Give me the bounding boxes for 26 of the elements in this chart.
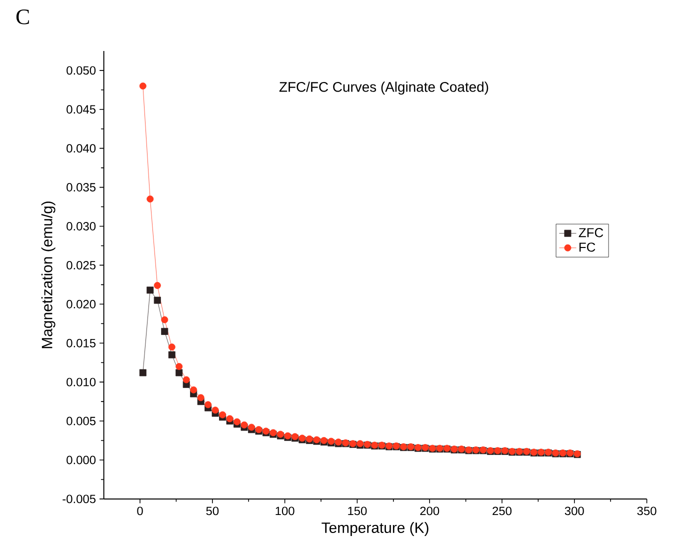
y-tick-label: 0.050 [66,66,96,75]
y-tick-label: 0.040 [66,144,96,152]
x-tick-label: 0 [137,506,143,516]
x-tick-label: 300 [564,506,584,516]
y-tick-label: 0.025 [66,260,96,270]
y-tick-label: 0.010 [66,378,96,386]
legend-label: FC [579,242,596,252]
y-tick-label: 0.000 [66,456,96,464]
y-axis-title: Magnetization (emu/g) [41,201,56,348]
text: C [16,9,29,24]
x-tick-label: 350 [637,506,656,516]
y-tick-label: 0.020 [66,300,96,308]
x-tick-label: 250 [492,506,512,516]
x-tick-label: 100 [276,506,294,516]
y-tick-label: 0.035 [66,182,96,192]
text: ZFC/FC Curves (Alginate Coated) [279,82,488,95]
x-tick-label: 150 [348,506,367,516]
y-tick-label: 0.030 [66,222,96,230]
y-tick-label: 0.005 [66,416,96,426]
x-tick-label: 50 [206,506,219,516]
y-tick-label: -0.005 [62,494,96,504]
y-tick-label: 0.015 [66,338,96,348]
x-axis-title: Temperature (K) [322,522,428,536]
legend-label: ZFC [578,228,604,238]
x-tick-label: 200 [420,506,440,516]
y-tick-label: 0.045 [66,105,96,114]
